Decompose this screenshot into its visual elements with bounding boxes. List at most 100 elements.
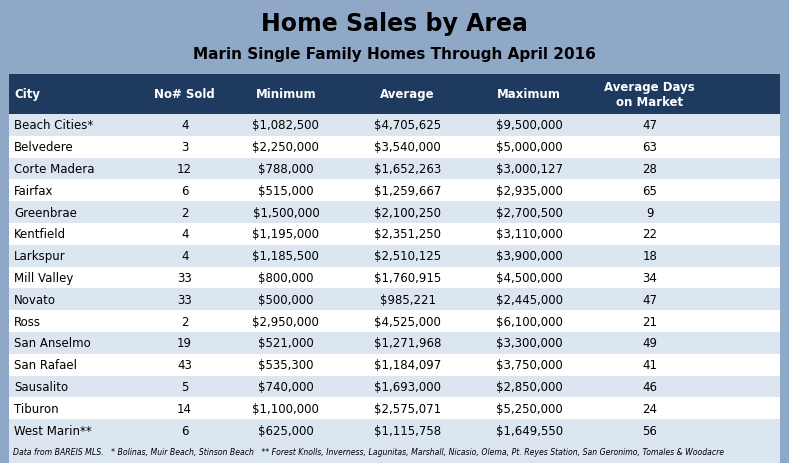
Text: $740,000: $740,000 — [258, 380, 314, 393]
Bar — [9, 354, 780, 376]
Text: $1,271,968: $1,271,968 — [374, 337, 441, 350]
Text: $3,900,000: $3,900,000 — [495, 250, 563, 263]
Text: 28: 28 — [642, 163, 657, 175]
Text: $1,760,915: $1,760,915 — [374, 271, 441, 284]
Text: 4: 4 — [181, 119, 189, 132]
Text: Greenbrae: Greenbrae — [14, 206, 77, 219]
Text: $2,850,000: $2,850,000 — [495, 380, 563, 393]
Text: Ross: Ross — [14, 315, 41, 328]
Text: West Marin**: West Marin** — [14, 424, 92, 437]
Bar — [9, 158, 780, 180]
Text: $3,000,127: $3,000,127 — [495, 163, 563, 175]
Text: Novato: Novato — [14, 293, 56, 306]
Bar — [9, 289, 780, 311]
Text: $1,115,758: $1,115,758 — [374, 424, 441, 437]
Text: San Rafael: San Rafael — [14, 358, 77, 371]
Text: Corte Madera: Corte Madera — [14, 163, 95, 175]
Text: $1,259,667: $1,259,667 — [374, 184, 441, 197]
Text: 47: 47 — [642, 119, 657, 132]
Text: $1,082,500: $1,082,500 — [252, 119, 320, 132]
Text: Average Days
on Market: Average Days on Market — [604, 81, 695, 109]
Text: Larkspur: Larkspur — [14, 250, 66, 263]
Bar — [9, 441, 780, 463]
Text: $625,000: $625,000 — [258, 424, 314, 437]
Text: $788,000: $788,000 — [258, 163, 314, 175]
Text: 56: 56 — [642, 424, 657, 437]
Text: $4,525,000: $4,525,000 — [374, 315, 441, 328]
Bar — [9, 180, 780, 202]
Text: $2,100,250: $2,100,250 — [374, 206, 441, 219]
Text: $515,000: $515,000 — [258, 184, 314, 197]
Text: 6: 6 — [181, 424, 189, 437]
Text: $2,950,000: $2,950,000 — [252, 315, 320, 328]
Text: Data from BAREIS MLS.   * Bolinas, Muir Beach, Stinson Beach   ** Forest Knolls,: Data from BAREIS MLS. * Bolinas, Muir Be… — [13, 448, 724, 457]
Text: $3,540,000: $3,540,000 — [374, 141, 441, 154]
Text: 18: 18 — [642, 250, 657, 263]
Text: San Anselmo: San Anselmo — [14, 337, 91, 350]
Bar — [9, 224, 780, 245]
Text: 22: 22 — [642, 228, 657, 241]
Bar — [9, 137, 780, 158]
Text: $1,184,097: $1,184,097 — [374, 358, 441, 371]
Text: Maximum: Maximum — [497, 88, 561, 101]
Text: 34: 34 — [642, 271, 657, 284]
Bar — [9, 419, 780, 441]
Bar — [9, 115, 780, 137]
Text: $2,935,000: $2,935,000 — [495, 184, 563, 197]
Text: 33: 33 — [178, 271, 192, 284]
Text: $800,000: $800,000 — [258, 271, 314, 284]
Text: City: City — [14, 88, 40, 101]
Text: $5,000,000: $5,000,000 — [496, 141, 563, 154]
Text: $2,510,125: $2,510,125 — [374, 250, 441, 263]
Text: $3,300,000: $3,300,000 — [496, 337, 563, 350]
Text: $3,750,000: $3,750,000 — [495, 358, 563, 371]
Text: 33: 33 — [178, 293, 192, 306]
Text: Marin Single Family Homes Through April 2016: Marin Single Family Homes Through April … — [193, 46, 596, 62]
Text: No# Sold: No# Sold — [155, 88, 215, 101]
Text: 5: 5 — [181, 380, 189, 393]
Bar — [9, 332, 780, 354]
Text: $4,705,625: $4,705,625 — [374, 119, 441, 132]
Text: Tiburon: Tiburon — [14, 402, 59, 415]
Text: 2: 2 — [181, 206, 189, 219]
Text: $2,700,500: $2,700,500 — [495, 206, 563, 219]
Text: $2,250,000: $2,250,000 — [252, 141, 320, 154]
Text: Belvedere: Belvedere — [14, 141, 74, 154]
Text: 49: 49 — [642, 337, 657, 350]
Text: $1,195,000: $1,195,000 — [252, 228, 320, 241]
Text: Mill Valley: Mill Valley — [14, 271, 73, 284]
Text: 6: 6 — [181, 184, 189, 197]
Text: $985,221: $985,221 — [380, 293, 436, 306]
Text: $6,100,000: $6,100,000 — [495, 315, 563, 328]
Text: 63: 63 — [642, 141, 657, 154]
Text: 14: 14 — [178, 402, 193, 415]
Text: $2,445,000: $2,445,000 — [495, 293, 563, 306]
Text: 4: 4 — [181, 228, 189, 241]
Text: 4: 4 — [181, 250, 189, 263]
Text: 47: 47 — [642, 293, 657, 306]
Text: $1,500,000: $1,500,000 — [252, 206, 320, 219]
Bar — [9, 311, 780, 332]
Text: 3: 3 — [181, 141, 189, 154]
Text: $1,693,000: $1,693,000 — [374, 380, 441, 393]
Text: 2: 2 — [181, 315, 189, 328]
Text: 41: 41 — [642, 358, 657, 371]
Bar — [9, 75, 780, 115]
Text: 21: 21 — [642, 315, 657, 328]
Text: 46: 46 — [642, 380, 657, 393]
Text: Minimum: Minimum — [256, 88, 316, 101]
Bar — [9, 376, 780, 398]
Text: $1,649,550: $1,649,550 — [495, 424, 563, 437]
Text: Kentfield: Kentfield — [14, 228, 66, 241]
Text: 43: 43 — [178, 358, 192, 371]
Bar — [9, 245, 780, 267]
Text: $2,351,250: $2,351,250 — [374, 228, 441, 241]
Text: Home Sales by Area: Home Sales by Area — [261, 12, 528, 36]
Text: $9,500,000: $9,500,000 — [495, 119, 563, 132]
Text: 9: 9 — [646, 206, 653, 219]
Text: $1,185,500: $1,185,500 — [252, 250, 320, 263]
Bar — [9, 0, 780, 75]
Text: $500,000: $500,000 — [258, 293, 314, 306]
Text: $5,250,000: $5,250,000 — [495, 402, 563, 415]
Text: Sausalito: Sausalito — [14, 380, 69, 393]
